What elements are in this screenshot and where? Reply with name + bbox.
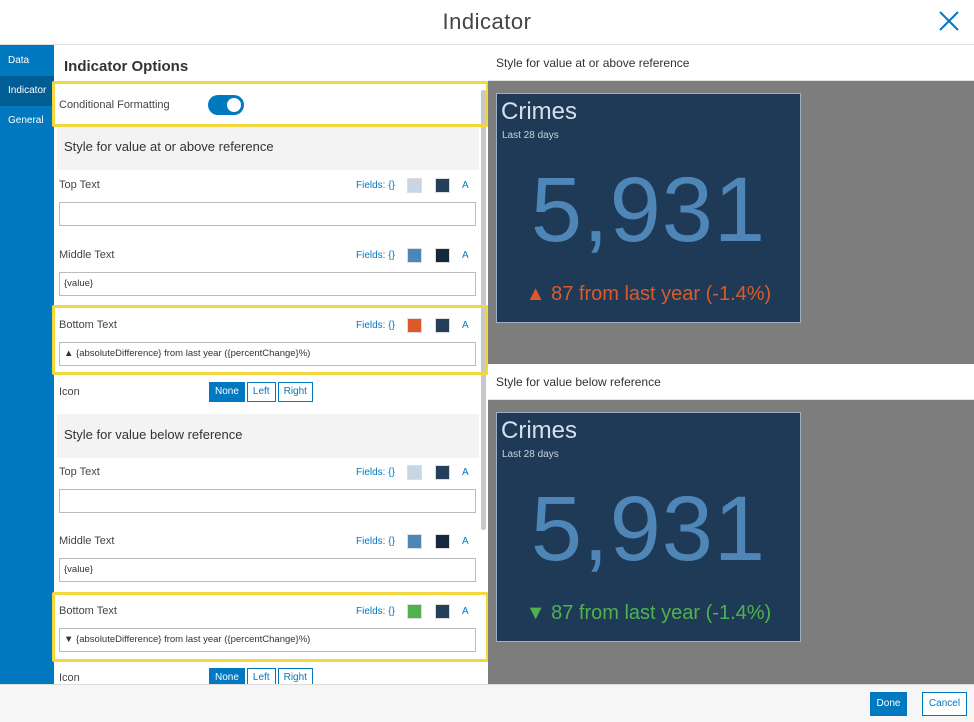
card-value: 5,931 [530,159,767,261]
above-middle-text-color-swatch[interactable] [435,248,450,263]
preview-card-above: Crimes Last 28 days 5,931 ▲ 87 from last… [496,93,801,323]
above-section-title: Style for value at or above reference [64,139,274,154]
dialog-header: Indicator [0,0,974,45]
below-top-text-background-swatch[interactable] [407,465,422,480]
above-top-text-font-link[interactable]: A [462,180,469,191]
below-middle-text-color-swatch[interactable] [435,534,450,549]
above-bottom-text-input[interactable]: ▲ {absoluteDifference} from last year ({… [59,342,476,366]
below-middle-text-font-link[interactable]: A [462,536,469,547]
above-icon-left-button[interactable]: Left [246,382,276,402]
nav-item-general[interactable]: General [8,115,44,126]
below-icon-label: Icon [59,672,80,684]
preview-above-label: Style for value at or above reference [496,56,690,70]
card-bottom-text: ▼ 87 from last year (-1.4%) [525,602,772,624]
below-middle-text-fields-link[interactable]: Fields: {} [356,536,395,547]
above-icon-right-button[interactable]: Right [277,382,313,402]
above-bottom-text-font-link[interactable]: A [462,320,469,331]
above-bottom-text-fields-link[interactable]: Fields: {} [356,320,395,331]
above-section-header: Style for value at or above reference [57,126,479,170]
above-icon-label: Icon [59,386,80,398]
card-bottom-text: ▲ 87 from last year (-1.4%) [525,283,772,305]
above-icon-position-toggle: None Left Right [209,382,315,402]
above-middle-text-font-link[interactable]: A [462,250,469,261]
conditional-formatting-toggle[interactable] [208,95,244,115]
below-bottom-text-input[interactable]: ▼ {absoluteDifference} from last year ({… [59,628,476,652]
card-subtitle: Last 28 days [502,130,559,141]
below-middle-text-background-swatch[interactable] [407,534,422,549]
above-middle-text-background-swatch[interactable] [407,248,422,263]
above-top-text-background-swatch[interactable] [407,178,422,193]
above-middle-text-label: Middle Text [59,249,115,261]
above-top-text-fields-link[interactable]: Fields: {} [356,180,395,191]
below-icon-none-button[interactable]: None [209,668,245,684]
card-title: Crimes [501,98,577,125]
above-middle-text-input[interactable]: {value} [59,272,476,296]
above-top-text-label: Top Text [59,179,100,191]
below-bottom-text-background-swatch[interactable] [407,604,422,619]
below-icon-right-button[interactable]: Right [277,668,313,684]
nav-item-data[interactable]: Data [8,55,30,66]
preview-above-label-bar: Style for value at or above reference [488,45,974,81]
dialog-footer: Done Cancel [0,684,974,722]
below-top-text-color-swatch[interactable] [435,465,450,480]
card-subtitle: Last 28 days [502,449,559,460]
below-top-text-label: Top Text [59,466,100,478]
below-top-text-fields-link[interactable]: Fields: {} [356,467,395,478]
options-title: Indicator Options [64,58,189,75]
preview-below-label-bar: Style for value below reference [488,364,974,400]
options-scrollbar[interactable] [481,90,486,530]
below-icon-position-toggle: None Left Right [209,668,315,684]
above-bottom-text-color-swatch[interactable] [435,318,450,333]
toggle-knob [227,98,241,112]
below-top-text-input[interactable] [59,489,476,513]
options-scroll-area[interactable]: Indicator Options Conditional Formatting… [54,45,487,684]
below-bottom-text-font-link[interactable]: A [462,606,469,617]
indicator-options-panel: Indicator Options Conditional Formatting… [54,45,487,684]
above-top-text-input[interactable] [59,202,476,226]
preview-below-label: Style for value below reference [496,375,661,389]
above-middle-text-fields-link[interactable]: Fields: {} [356,250,395,261]
card-title: Crimes [501,417,577,444]
sidebar-nav: Data Indicator General [0,45,54,684]
below-top-text-font-link[interactable]: A [462,467,469,478]
dialog-title: Indicator [442,9,532,34]
conditional-formatting-label: Conditional Formatting [59,99,170,111]
below-middle-text-input[interactable]: {value} [59,558,476,582]
below-bottom-text-label: Bottom Text [59,605,117,617]
above-icon-none-button[interactable]: None [209,382,245,402]
below-icon-left-button[interactable]: Left [246,668,276,684]
preview-panel: Style for value at or above reference Cr… [488,45,974,684]
below-middle-text-label: Middle Text [59,535,115,547]
cancel-button[interactable]: Cancel [922,692,967,716]
above-top-text-color-swatch[interactable] [435,178,450,193]
above-bottom-text-background-swatch[interactable] [407,318,422,333]
below-section-title: Style for value below reference [64,427,243,442]
above-bottom-text-label: Bottom Text [59,319,117,331]
below-bottom-text-color-swatch[interactable] [435,604,450,619]
below-bottom-text-fields-link[interactable]: Fields: {} [356,606,395,617]
close-icon[interactable] [936,8,962,34]
done-button[interactable]: Done [870,692,907,716]
preview-card-below: Crimes Last 28 days 5,931 ▼ 87 from last… [496,412,801,642]
below-section-header: Style for value below reference [57,414,479,458]
nav-item-indicator[interactable]: Indicator [0,76,54,106]
card-value: 5,931 [530,478,767,580]
